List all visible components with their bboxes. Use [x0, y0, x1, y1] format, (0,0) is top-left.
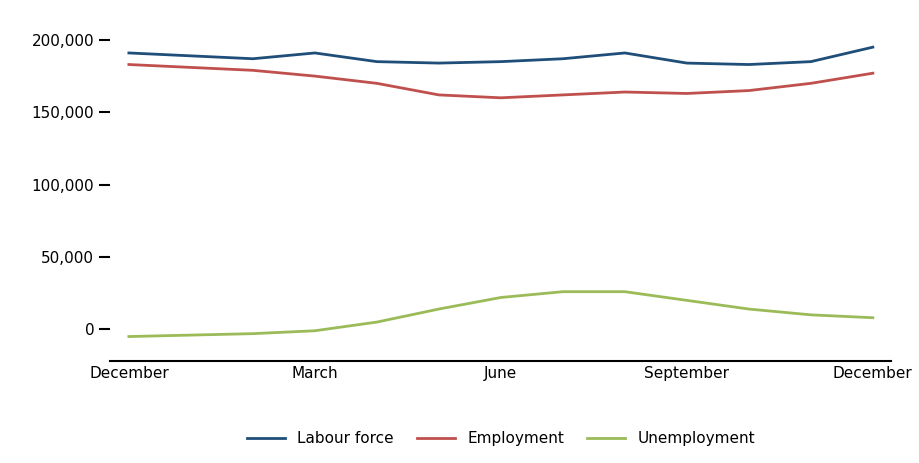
Labour force: [805, 59, 816, 64]
Labour force: [495, 59, 506, 64]
Employment: [805, 81, 816, 86]
Line: Employment: Employment: [129, 64, 873, 98]
Line: Unemployment: Unemployment: [129, 292, 873, 337]
Labour force: [557, 56, 568, 62]
Unemployment: [186, 332, 197, 338]
Unemployment: [743, 307, 754, 312]
Labour force: [619, 50, 630, 56]
Unemployment: [310, 328, 321, 333]
Unemployment: [557, 289, 568, 294]
Employment: [868, 70, 879, 76]
Labour force: [371, 59, 382, 64]
Unemployment: [619, 289, 630, 294]
Legend: Labour force, Employment, Unemployment: Labour force, Employment, Unemployment: [246, 431, 755, 446]
Employment: [743, 88, 754, 94]
Employment: [681, 91, 692, 96]
Unemployment: [434, 307, 445, 312]
Labour force: [743, 62, 754, 67]
Unemployment: [681, 298, 692, 303]
Labour force: [123, 50, 134, 56]
Labour force: [247, 56, 258, 62]
Unemployment: [123, 334, 134, 339]
Employment: [310, 73, 321, 79]
Unemployment: [247, 331, 258, 337]
Labour force: [186, 53, 197, 59]
Employment: [371, 81, 382, 86]
Employment: [186, 65, 197, 70]
Labour force: [434, 60, 445, 66]
Employment: [557, 92, 568, 98]
Employment: [495, 95, 506, 100]
Employment: [247, 68, 258, 73]
Employment: [619, 89, 630, 95]
Labour force: [310, 50, 321, 56]
Unemployment: [495, 294, 506, 300]
Labour force: [868, 44, 879, 50]
Line: Labour force: Labour force: [129, 47, 873, 64]
Labour force: [681, 60, 692, 66]
Unemployment: [868, 315, 879, 320]
Employment: [123, 62, 134, 67]
Employment: [434, 92, 445, 98]
Unemployment: [805, 312, 816, 318]
Unemployment: [371, 319, 382, 325]
